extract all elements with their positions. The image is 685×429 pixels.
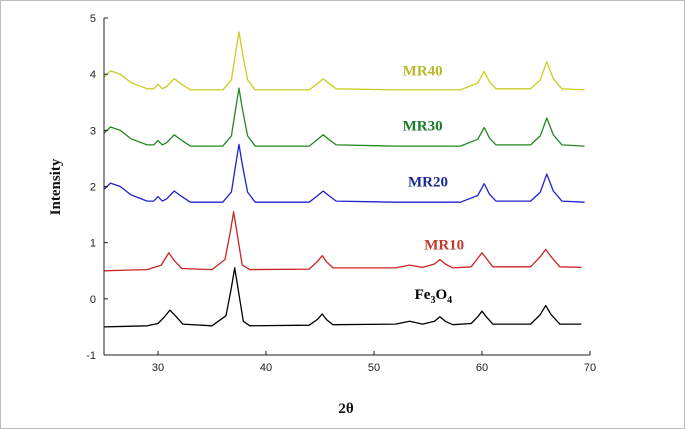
x-tick-label: 30 (152, 362, 164, 374)
series-label-mr30: MR30 (403, 118, 443, 134)
series-label-mr20: MR20 (408, 175, 448, 191)
plot-area: 30 40 50 60 70 -1 0 1 2 3 4 5 Fe3O4 MR10 MR20 MR30 MR4… (86, 13, 596, 374)
y-ticks: -1 0 1 2 3 4 5 (86, 13, 108, 362)
series-line-mr40 (103, 31, 585, 91)
series-label-fe3o4: Fe3O4 (415, 287, 453, 306)
series-layer (103, 31, 585, 328)
x-axis-title: 2θ (338, 401, 354, 417)
x-tick-label: 50 (368, 362, 380, 374)
y-tick-label: 4 (90, 69, 96, 81)
x-tick-label: 70 (584, 362, 596, 374)
y-tick-label: 5 (90, 13, 96, 25)
x-tick-label: 60 (476, 362, 488, 374)
series-label-mr40: MR40 (403, 63, 443, 79)
series-line-mr30 (103, 87, 585, 147)
y-tick-label: 3 (90, 125, 96, 137)
y-tick-label: 1 (90, 238, 96, 250)
x-tick-label: 40 (260, 362, 272, 374)
series-label-mr10: MR10 (424, 237, 464, 253)
y-tick-label: 0 (90, 294, 96, 306)
x-ticks: 30 40 50 60 70 (152, 351, 596, 374)
series-labels: Fe3O4 MR10 MR20 MR30 MR40 (403, 63, 465, 306)
y-tick-label: 2 (90, 182, 96, 194)
y-axis-title: Intensity (48, 158, 64, 215)
series-line-mr10 (103, 211, 582, 272)
series-line-mr20 (103, 143, 585, 203)
series-line-fe3o4 (103, 267, 582, 328)
y-tick-label: -1 (86, 350, 96, 362)
